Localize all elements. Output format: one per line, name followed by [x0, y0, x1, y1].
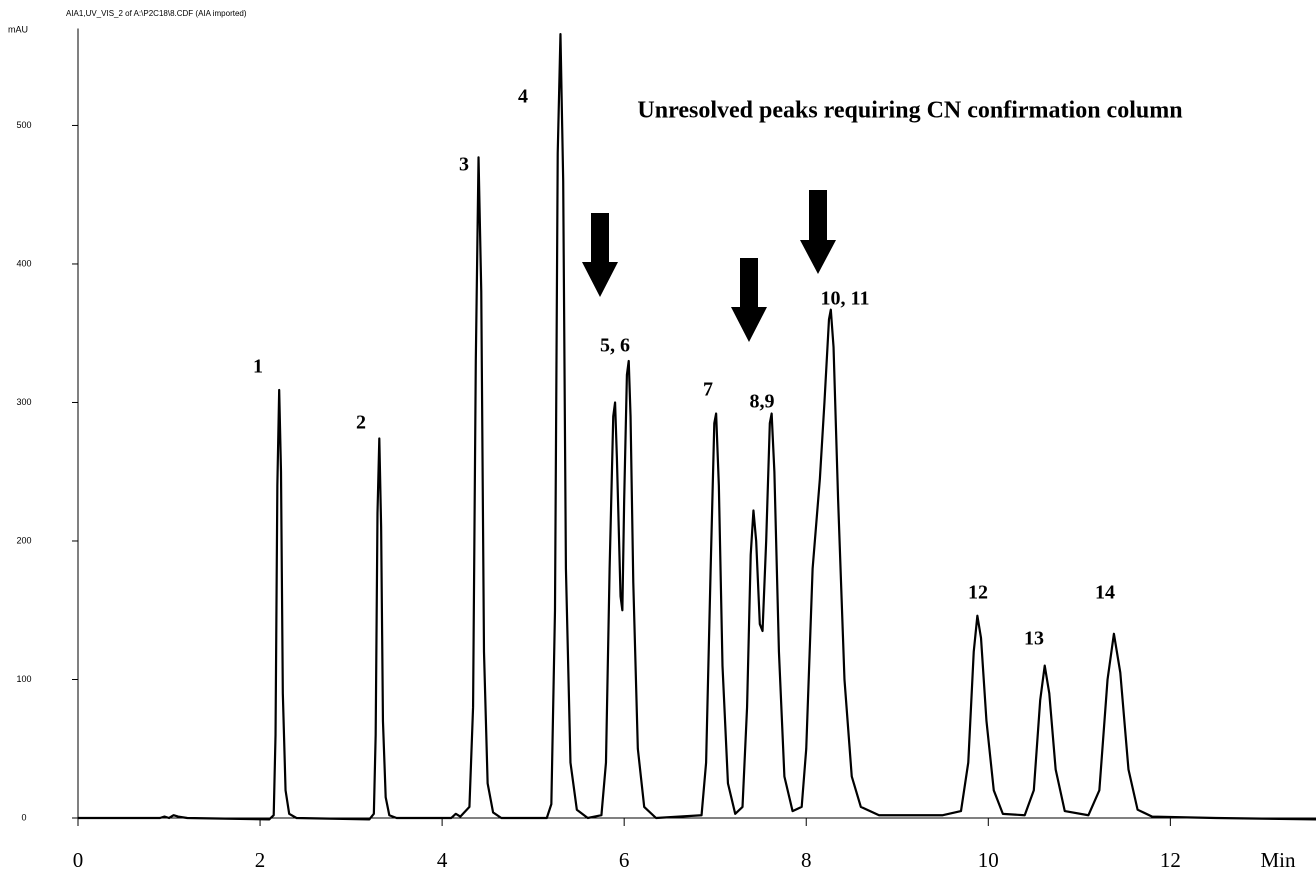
- y-tick-label: 300: [16, 397, 31, 407]
- x-tick-label: 8: [801, 848, 812, 872]
- y-tick-label: 0: [21, 812, 26, 822]
- peak-label: 10, 11: [821, 288, 870, 310]
- peak-label: 2: [356, 412, 366, 434]
- x-tick-label: 6: [619, 848, 630, 872]
- arrow: [582, 213, 618, 297]
- x-tick-label: 0: [73, 848, 84, 872]
- arrow: [800, 190, 836, 274]
- y-tick-label: 200: [16, 535, 31, 545]
- peak-label: 7: [703, 379, 713, 401]
- peak-label: 14: [1095, 582, 1115, 604]
- x-tick-label: 4: [437, 848, 448, 872]
- y-tick-label: 400: [16, 258, 31, 268]
- x-tick-label: 10: [978, 848, 999, 872]
- arrow: [731, 258, 767, 342]
- peak-label: 1: [253, 356, 263, 378]
- x-tick-label: 2: [255, 848, 266, 872]
- peak-label: 3: [459, 154, 469, 176]
- peak-label: 12: [968, 582, 988, 604]
- peak-label: 4: [518, 86, 528, 108]
- y-tick-label: 100: [16, 674, 31, 684]
- peak-label: 8,9: [750, 391, 775, 413]
- annotation: Unresolved peaks requiring CN confirmati…: [637, 98, 1182, 124]
- x-axis-label: Min: [1260, 848, 1296, 872]
- y-axis-label: mAU: [8, 24, 28, 34]
- trace: [78, 32, 1316, 821]
- peak-label: 13: [1024, 628, 1044, 650]
- x-tick-label: 12: [1160, 848, 1181, 872]
- peak-label: 5, 6: [600, 335, 630, 357]
- chart-title: AIA1,UV_VIS_2 of A:\P2C18\8.CDF (AIA imp…: [66, 9, 247, 18]
- y-tick-label: 500: [16, 120, 31, 130]
